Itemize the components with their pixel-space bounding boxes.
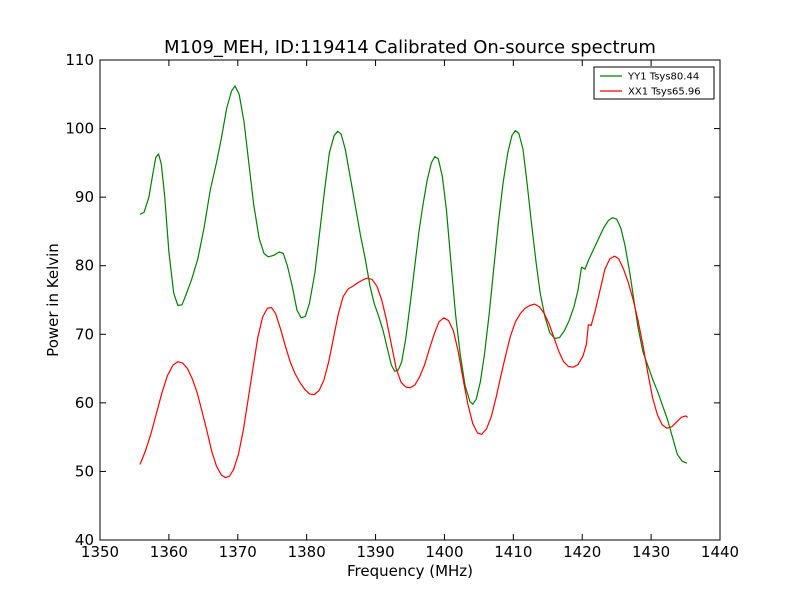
plot-area: [100, 60, 720, 540]
ticks-layer: 1350 1360 1370 1380 1390 1400 1410 1420 1430 1440…: [65, 51, 739, 561]
x-axis-title: Frequency (MHz): [347, 562, 473, 580]
y-tick-label: 70: [75, 325, 94, 343]
series-line-0: [139, 85, 688, 464]
x-tick-label: 1360: [150, 543, 188, 561]
legend-label-0: YY1 Tsys80.44: [627, 72, 699, 83]
y-tick-label: 80: [75, 257, 94, 275]
y-tick-label: 40: [75, 531, 94, 549]
x-tick-label: 1370: [219, 543, 257, 561]
x-tick-label: 1400: [425, 543, 463, 561]
x-tick-label: 1380: [288, 543, 326, 561]
y-tick-label: 60: [75, 394, 94, 412]
plot-frame: [99, 59, 721, 541]
x-tick-label: 1440: [701, 543, 739, 561]
y-tick-label: 110: [65, 51, 94, 69]
x-tick-label: 1410: [494, 543, 532, 561]
y-tick-label: 100: [65, 120, 94, 138]
x-tick-label: 1390: [356, 543, 394, 561]
chart-title: M109_MEH, ID:119414 Calibrated On-source…: [164, 37, 656, 58]
x-tick-label: 1420: [563, 543, 601, 561]
legend-box: [593, 66, 715, 100]
y-tick-label: 50: [75, 462, 94, 480]
y-axis-title: Power in Kelvin: [44, 243, 62, 357]
y-tick-label: 90: [75, 188, 94, 206]
x-tick-label: 1430: [632, 543, 670, 561]
x-tick-label: 1350: [81, 543, 119, 561]
legend-label-1: XX1 Tsys65.96: [628, 87, 701, 98]
series-layer: [139, 85, 688, 479]
series-line-1: [139, 255, 688, 479]
legend: YY1 Tsys80.44 XX1 Tsys65.96: [593, 66, 715, 100]
